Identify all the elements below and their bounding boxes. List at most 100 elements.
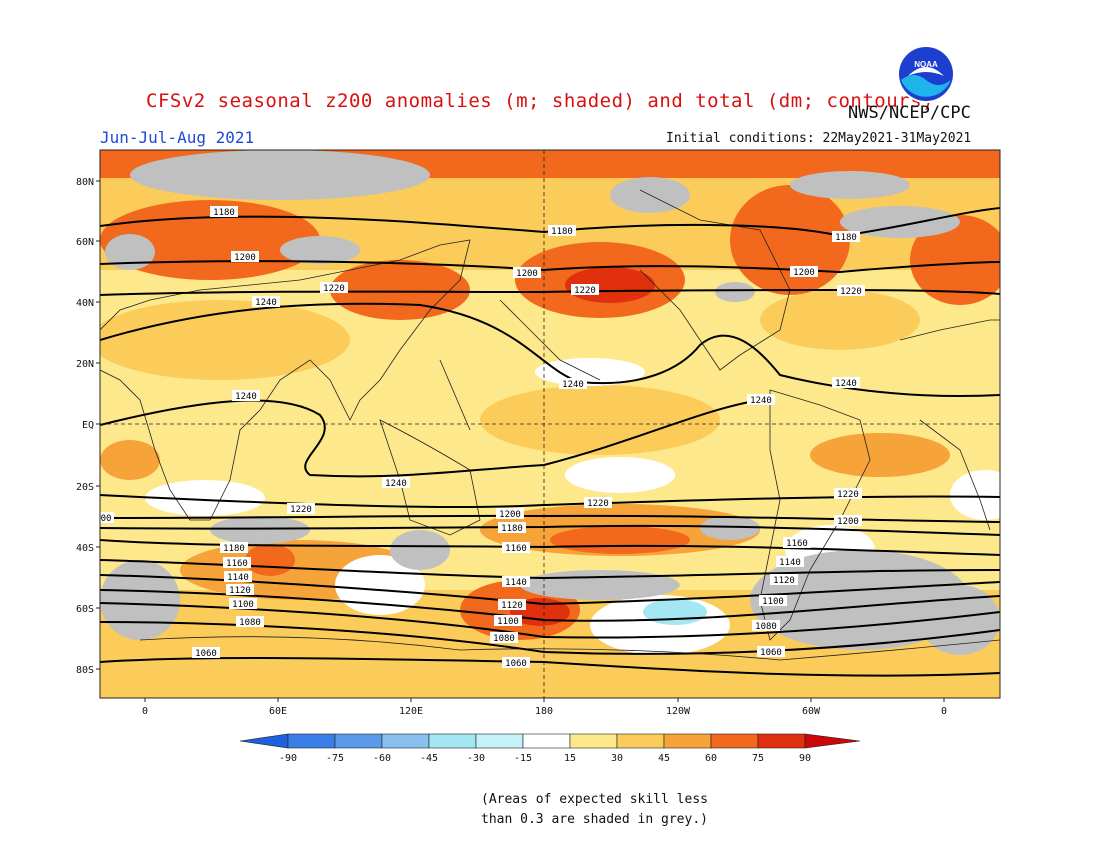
contour-label: 1140 (779, 558, 801, 568)
contour-label-bg (494, 615, 522, 626)
color-legend: -90 -75 -60 -45 -30 -15 15 30 45 60 75 90 (239, 733, 861, 764)
contour-label: 1220 (290, 505, 312, 515)
contour-label-bg (747, 394, 775, 405)
contour-label-bg (498, 522, 526, 533)
contour-label-bg (759, 595, 787, 606)
contour-line (100, 656, 1000, 677)
legend-swatch (381, 733, 430, 749)
contour-label-bg (287, 503, 315, 514)
contour-line (100, 399, 761, 478)
lat-label: 40S (76, 543, 94, 554)
contour-label-bg (192, 647, 220, 658)
contour-label: 1200 (499, 510, 521, 520)
lon-label: 0 (941, 706, 947, 717)
contour-label-bg (232, 390, 260, 401)
contour-label: 1240 (562, 380, 584, 390)
contour-label-bg (752, 620, 780, 631)
contour-label-bg (783, 537, 811, 548)
contour-label: 1180 (501, 524, 523, 534)
contour-label-bg (513, 267, 541, 278)
contour-label: 1160 (786, 539, 808, 549)
contour-label-bg (226, 584, 254, 595)
contour-label: 1160 (505, 544, 527, 554)
contour-label-bg (584, 497, 612, 508)
contour-label-bg (210, 206, 238, 217)
contour-label: 1060 (760, 648, 782, 658)
contour-label: 1240 (255, 298, 277, 308)
lat-label: 80S (76, 665, 94, 676)
contour-line (100, 524, 1000, 536)
contour-label-bg (834, 488, 862, 499)
contour-label-bg (832, 231, 860, 242)
contour-label: 1180 (223, 544, 245, 554)
contour-label: 1080 (239, 618, 261, 628)
coastlines (100, 189, 1000, 661)
contour-label-bg (571, 284, 599, 295)
lon-label: 0 (142, 706, 148, 717)
contour-label-bg (100, 512, 114, 523)
legend-swatch (522, 733, 571, 749)
contour-line (100, 260, 1000, 274)
legend-swatch (334, 733, 383, 749)
contour-label-bg (502, 542, 530, 553)
legend-swatch (569, 733, 618, 749)
contour-label: 1100 (762, 597, 784, 607)
lat-label: 60N (76, 237, 94, 248)
contour-label: 1080 (755, 622, 777, 632)
legend-swatch (710, 733, 759, 749)
contour-line (100, 621, 1000, 655)
lat-label: 80N (76, 177, 94, 188)
legend-swatch (663, 733, 712, 749)
season-label: Jun-Jul-Aug 2021 (100, 128, 255, 147)
contour-label: 1220 (837, 490, 859, 500)
contour-label-bg (502, 576, 530, 587)
contour-label: 1120 (229, 586, 251, 596)
contour-label-bg (220, 542, 248, 553)
contour-label-bg (252, 296, 280, 307)
contour-label: 1160 (226, 559, 248, 569)
contour-label-bg (229, 598, 257, 609)
agency-label: NWS/NCEP/CPC (848, 103, 971, 123)
contour-label: 1220 (574, 286, 596, 296)
contour-label: 1240 (750, 396, 772, 406)
contour-label-bg (757, 646, 785, 657)
contour-label: 1180 (551, 227, 573, 237)
contour-label-bg (790, 266, 818, 277)
contour-label: 1060 (195, 649, 217, 659)
contour-label: 00 (101, 514, 112, 524)
contour-label: 1200 (234, 253, 256, 263)
legend-arrow-left (239, 733, 289, 749)
legend-tick-label: 45 (658, 753, 670, 764)
skill-note-line1: (Areas of expected skill less (481, 792, 708, 807)
contour-label: 1220 (323, 284, 345, 294)
contour-label-bg (837, 285, 865, 296)
legend-swatch (475, 733, 524, 749)
legend-tick-label: 30 (611, 753, 623, 764)
contour-label: 1120 (501, 601, 523, 611)
map-title: CFSv2 seasonal z200 anomalies (m; shaded… (146, 90, 934, 112)
contour-label-bg (559, 378, 587, 389)
contour-label-bg (320, 282, 348, 293)
contour-label: 1180 (213, 208, 235, 218)
contour-line (100, 207, 1000, 238)
contour-label: 1220 (840, 287, 862, 297)
contour-label-bg (776, 556, 804, 567)
legend-tick-label: -30 (467, 753, 485, 764)
contour-label-bg (502, 657, 530, 668)
legend-tick-label: 60 (705, 753, 717, 764)
contour-label: 1060 (505, 659, 527, 669)
lon-label: 120E (399, 706, 423, 717)
lat-label: 40N (76, 298, 94, 309)
skill-note-line2: than 0.3 are shaded in grey.) (481, 812, 708, 827)
contour-label: 1100 (497, 617, 519, 627)
contour-label-bg (236, 616, 264, 627)
legend-swatch (757, 733, 806, 749)
legend-tick-label: -90 (279, 753, 297, 764)
latitude-axis: 80N 60N 40N 20N EQ 20S 40S 60S 80S (76, 177, 100, 676)
contour-label-bg (770, 574, 798, 585)
longitude-axis: 0 60E 120E 180 120W 60W 0 (142, 698, 947, 717)
contour-label: 1140 (505, 578, 527, 588)
lat-label: EQ (82, 420, 94, 431)
contour-label-bg (231, 251, 259, 262)
contour-label-bg (490, 632, 518, 643)
